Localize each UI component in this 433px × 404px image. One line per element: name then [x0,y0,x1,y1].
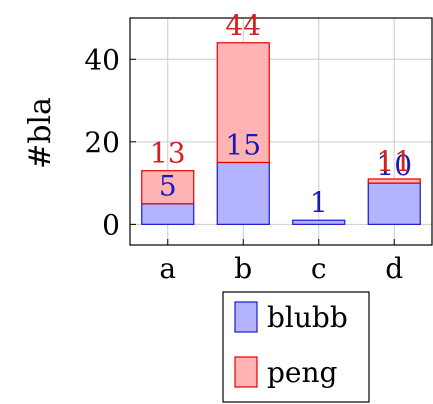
x-tick-label: d [385,252,403,285]
y-axis-ticks: 0 20 40 [84,43,136,241]
legend-swatch-blubb [234,301,258,333]
bars [141,42,421,225]
x-tick-label: b [234,252,252,285]
x-tick-label: c [311,252,327,285]
legend-label-peng: peng [267,356,338,389]
data-label-blubb-c: 1 [310,186,328,219]
y-tick-label: 20 [84,126,120,159]
data-label-total-b: 44 [225,9,261,42]
legend-label-blubb: blubb [267,301,348,334]
bar-blubb-d [367,182,421,225]
y-tick-label: 0 [102,208,120,241]
x-axis-ticks: a b c d [159,239,403,285]
legend-swatch-peng [234,356,258,388]
y-tick-label: 40 [84,43,120,76]
bar-peng-b [216,42,270,164]
bar-peng-d [367,178,421,184]
bar-blubb-b [216,161,270,225]
y-axis-label: #bla [23,97,58,169]
data-label-blubb-b: 15 [225,128,261,161]
data-label-total-a: 13 [150,137,186,170]
bar-blubb-c [292,219,346,225]
data-label-total-d: 11 [376,145,412,178]
bar-blubb-a [141,203,195,225]
data-label-blubb-d: 10 [376,149,412,182]
legend: blubb peng [222,291,370,403]
bar-peng-a [141,170,195,205]
data-label-blubb-a: 5 [159,170,177,203]
plot-frame [129,17,433,246]
x-tick-label: a [159,252,176,285]
